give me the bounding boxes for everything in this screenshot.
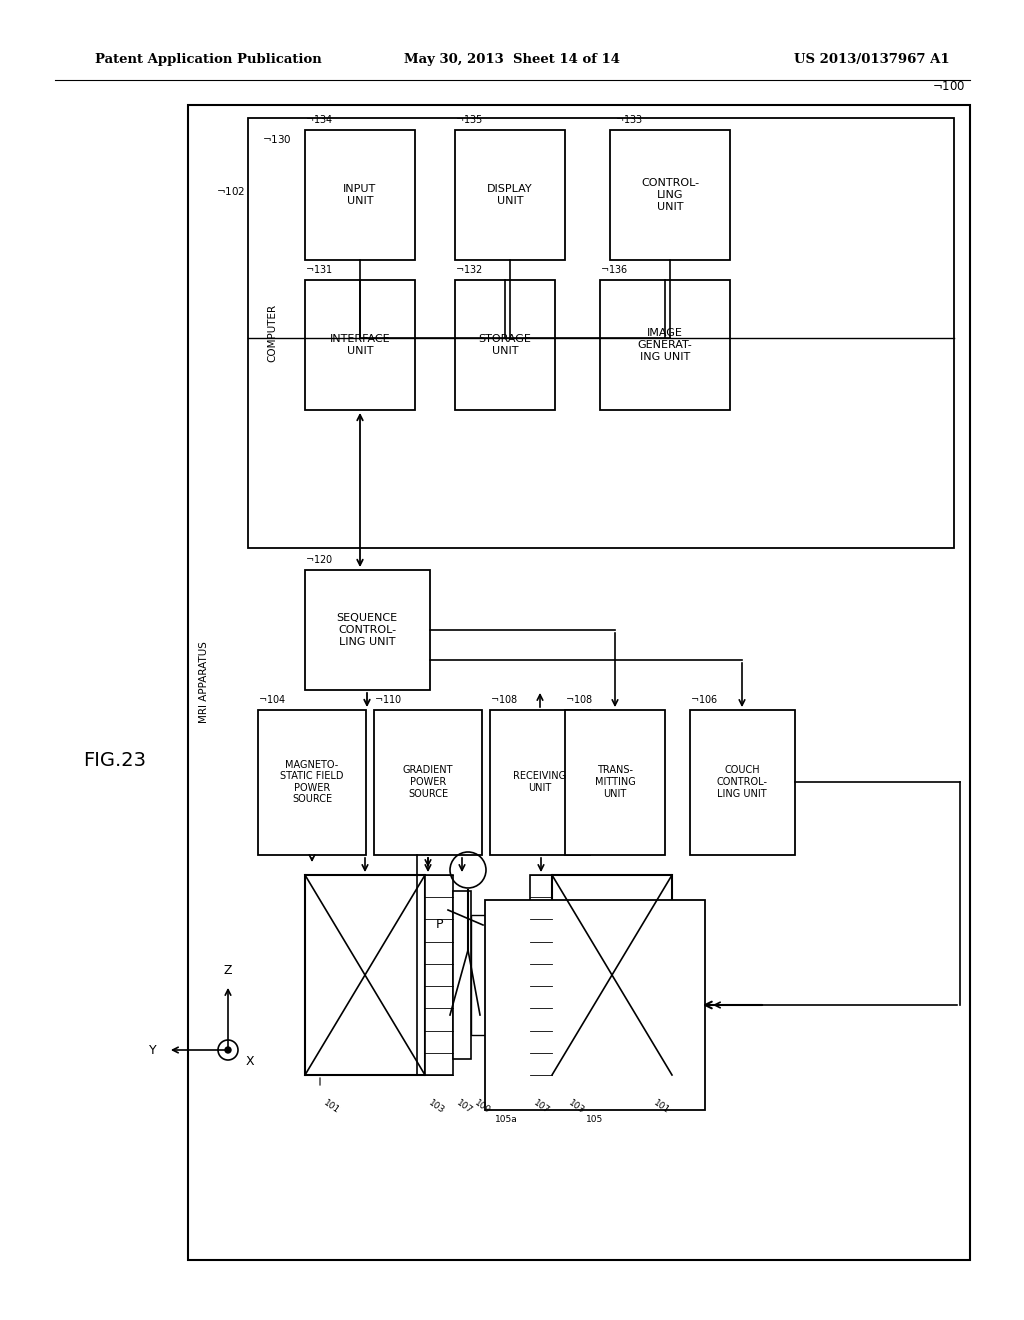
Text: $\neg$108: $\neg$108 [565,693,593,705]
Text: MRI APPARATUS: MRI APPARATUS [199,642,209,723]
Bar [530,875,552,1074]
Text: 105a: 105a [495,1115,518,1125]
Text: CONTROL-
LING
UNIT: CONTROL- LING UNIT [641,178,699,211]
Bar [610,129,730,260]
Bar [455,129,565,260]
Text: $\neg$131: $\neg$131 [305,263,333,275]
Bar [305,875,425,1074]
Text: 109: 109 [473,1098,493,1115]
Bar [248,117,954,548]
Text: $\neg$120: $\neg$120 [305,553,333,565]
Text: INTERFACE
UNIT: INTERFACE UNIT [330,334,390,356]
Text: US 2013/0137967 A1: US 2013/0137967 A1 [795,54,950,66]
Text: P: P [435,919,443,932]
Bar [258,710,366,855]
Bar [305,129,415,260]
Text: 103: 103 [567,1098,587,1115]
Text: X: X [246,1055,255,1068]
Text: 105: 105 [587,1115,603,1125]
Text: SEQUENCE
CONTROL-
LING UNIT: SEQUENCE CONTROL- LING UNIT [337,614,397,647]
Text: $\neg$104: $\neg$104 [258,693,286,705]
Bar [471,915,486,1035]
Bar [425,875,453,1074]
Bar [490,710,590,855]
Text: May 30, 2013  Sheet 14 of 14: May 30, 2013 Sheet 14 of 14 [404,54,620,66]
Text: IMAGE
GENERAT-
ING UNIT: IMAGE GENERAT- ING UNIT [638,329,692,362]
Text: STORAGE
UNIT: STORAGE UNIT [478,334,531,356]
Text: INPUT
UNIT: INPUT UNIT [343,185,377,206]
Text: DISPLAY
UNIT: DISPLAY UNIT [487,185,532,206]
Text: $\neg$110: $\neg$110 [374,693,402,705]
Text: 101: 101 [652,1098,672,1115]
Text: $\neg$100: $\neg$100 [932,81,965,92]
Text: COMPUTER: COMPUTER [267,304,278,362]
Bar [552,875,672,1074]
Circle shape [225,1047,231,1053]
Bar [455,280,555,411]
Text: TRANS-
MITTING
UNIT: TRANS- MITTING UNIT [595,766,635,799]
Text: GRADIENT
POWER
SOURCE: GRADIENT POWER SOURCE [402,766,454,799]
Text: MAGNETO-
STATIC FIELD
POWER
SOURCE: MAGNETO- STATIC FIELD POWER SOURCE [281,759,344,804]
Text: $\neg$135: $\neg$135 [455,114,483,125]
Text: $\neg$134: $\neg$134 [305,114,333,125]
Bar [305,280,415,411]
Text: FIG.23: FIG.23 [84,751,146,770]
Text: $\neg$102: $\neg$102 [216,185,246,197]
Text: $\neg$133: $\neg$133 [615,114,643,125]
Text: Patent Application Publication: Patent Application Publication [95,54,322,66]
Bar [565,710,665,855]
Text: 101: 101 [322,1098,341,1115]
Text: $\neg$106: $\neg$106 [690,693,718,705]
Text: 103: 103 [427,1098,446,1115]
Text: Y: Y [150,1044,157,1056]
Text: 107: 107 [532,1098,551,1115]
Text: $\neg$130: $\neg$130 [262,133,292,145]
Text: $\neg$132: $\neg$132 [455,263,482,275]
Bar [453,891,471,1059]
Bar [690,710,795,855]
Text: 107: 107 [455,1098,474,1115]
Text: Z: Z [224,964,232,977]
Bar [485,900,705,1110]
Bar [600,280,730,411]
Text: $\neg$136: $\neg$136 [600,263,628,275]
Bar [305,570,430,690]
Bar [188,106,970,1261]
Bar [374,710,482,855]
Text: RECEIVING
UNIT: RECEIVING UNIT [513,771,566,793]
Text: $\neg$108: $\neg$108 [490,693,518,705]
Text: COUCH
CONTROL-
LING UNIT: COUCH CONTROL- LING UNIT [717,766,768,799]
